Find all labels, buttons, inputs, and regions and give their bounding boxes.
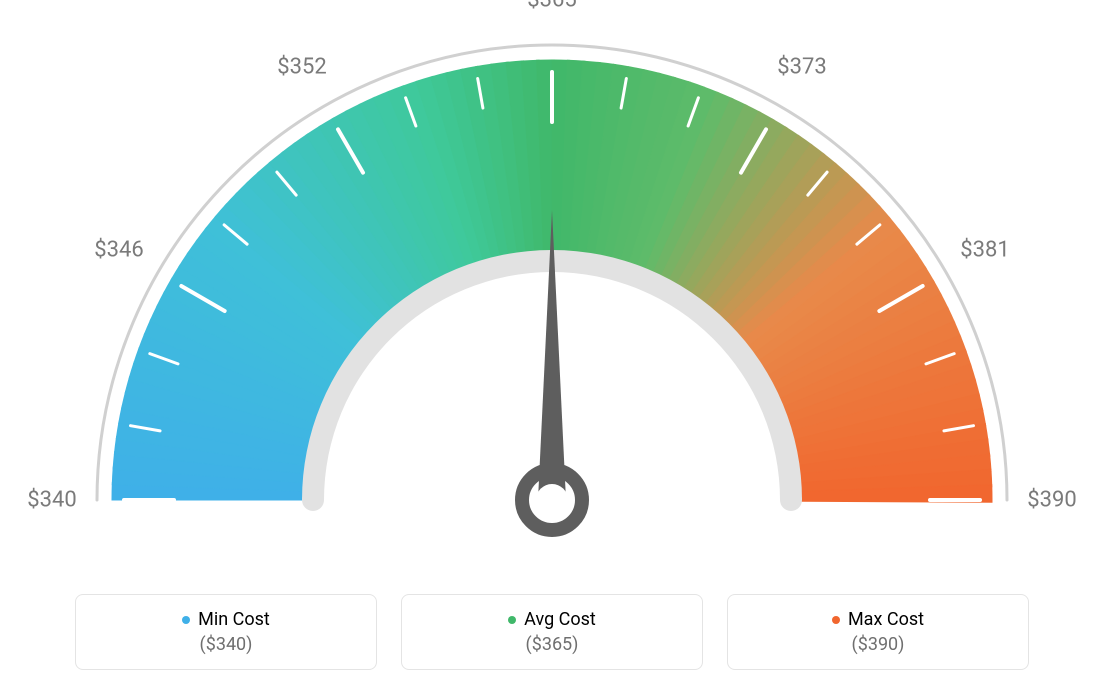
gauge-chart: $340 $346 $352 $365 $373 $381 $390 (0, 0, 1104, 570)
gauge-tick-label: $381 (960, 238, 1009, 263)
legend-row: Min Cost ($340) Avg Cost ($365) Max Cost… (0, 594, 1104, 670)
legend-value-max: ($390) (852, 634, 905, 655)
legend-title-max: Max Cost (832, 609, 924, 630)
gauge-tick-label: $346 (94, 238, 143, 263)
gauge-tick-label: $373 (777, 54, 826, 79)
legend-value-avg: ($365) (526, 634, 579, 655)
legend-title-min: Min Cost (182, 609, 270, 630)
legend-card-avg: Avg Cost ($365) (401, 594, 703, 670)
legend-label-min: Min Cost (198, 609, 270, 630)
legend-card-max: Max Cost ($390) (727, 594, 1029, 670)
gauge-tick-label: $365 (527, 0, 576, 13)
gauge-tick-label: $390 (1027, 488, 1076, 513)
legend-value-min: ($340) (200, 634, 253, 655)
legend-title-avg: Avg Cost (508, 609, 596, 630)
gauge-tick-label: $340 (27, 488, 76, 513)
gauge-tick-label: $352 (277, 54, 326, 79)
legend-label-max: Max Cost (848, 609, 924, 630)
chart-root: $340 $346 $352 $365 $373 $381 $390 Min Cost ($… (0, 0, 1104, 690)
legend-dot-max (832, 616, 840, 624)
legend-label-avg: Avg Cost (524, 609, 596, 630)
legend-dot-avg (508, 616, 516, 624)
gauge-svg (0, 0, 1104, 570)
legend-dot-min (182, 616, 190, 624)
legend-card-min: Min Cost ($340) (75, 594, 377, 670)
